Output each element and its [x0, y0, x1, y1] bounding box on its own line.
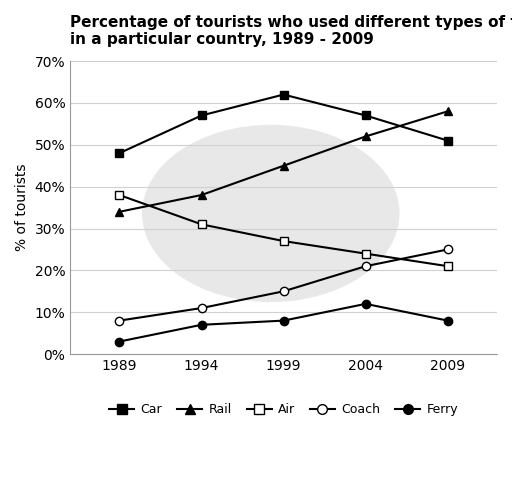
Air: [116, 192, 122, 198]
Ferry: [362, 301, 369, 307]
Legend: Car, Rail, Air, Coach, Ferry: Car, Rail, Air, Coach, Ferry: [104, 398, 463, 421]
Coach: [116, 318, 122, 324]
Ferry: [445, 318, 451, 324]
Air: [199, 221, 205, 227]
Car: [445, 138, 451, 144]
Coach: [199, 305, 205, 311]
Line: Ferry: Ferry: [115, 300, 452, 346]
Car: [199, 113, 205, 119]
Air: [362, 251, 369, 256]
Air: [281, 238, 287, 244]
Air: [445, 264, 451, 269]
Circle shape: [143, 126, 399, 301]
Text: i: i: [282, 200, 311, 274]
Ferry: [281, 318, 287, 324]
Coach: [281, 288, 287, 294]
Coach: [445, 247, 451, 252]
Rail: [199, 192, 205, 198]
Rail: [362, 133, 369, 139]
Car: [116, 150, 122, 156]
Line: Air: Air: [115, 191, 452, 270]
Line: Coach: Coach: [115, 245, 452, 325]
Coach: [362, 264, 369, 269]
Y-axis label: % of tourists: % of tourists: [15, 164, 29, 252]
Ferry: [199, 322, 205, 328]
Car: [281, 92, 287, 97]
Line: Car: Car: [115, 90, 452, 157]
Ferry: [116, 339, 122, 345]
Rail: [116, 209, 122, 215]
Car: [362, 113, 369, 119]
Line: Rail: Rail: [115, 107, 452, 216]
Rail: [445, 108, 451, 114]
Text: Percentage of tourists who used different types of transport
in a particular cou: Percentage of tourists who used differen…: [70, 15, 512, 48]
Rail: [281, 163, 287, 168]
